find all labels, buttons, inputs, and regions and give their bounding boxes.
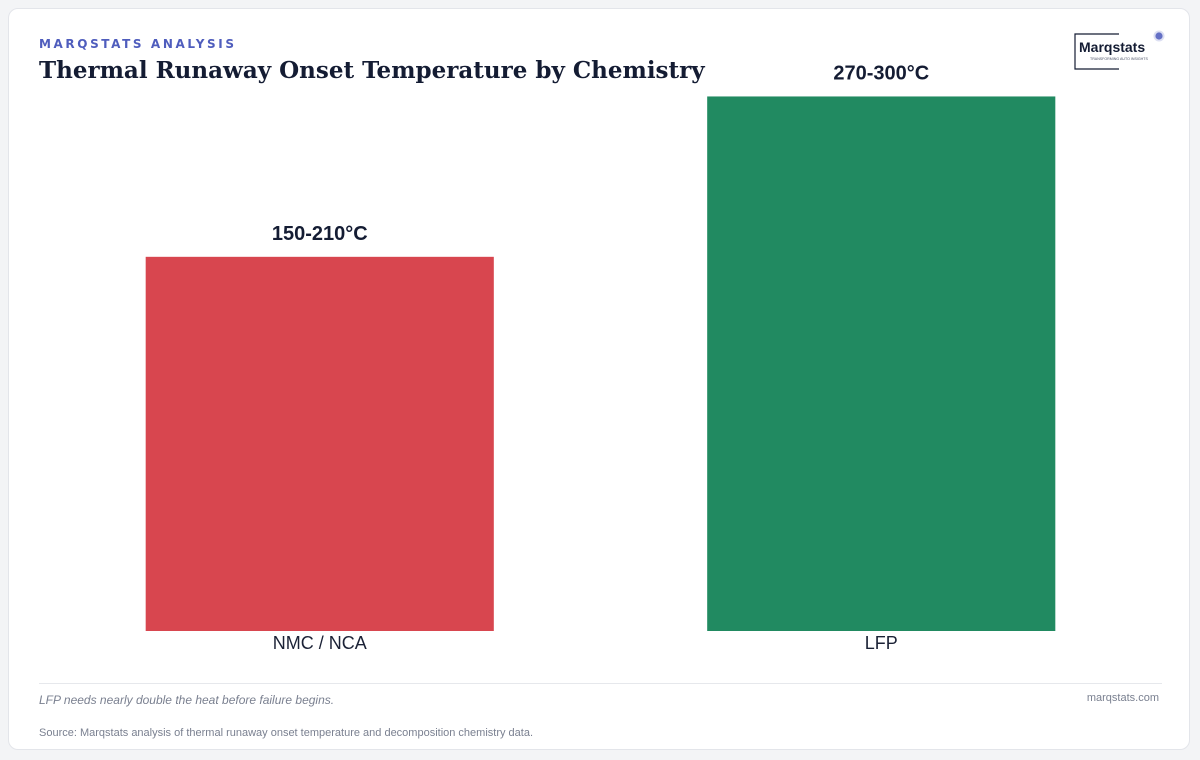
bar-chart: 150-210°C NMC / NCA 270-300°C LFP <box>145 62 1056 653</box>
data-label-1: 270-300°C <box>833 62 929 84</box>
bar-0 <box>145 256 494 631</box>
bar-1 <box>707 96 1056 632</box>
marqstats-logo: Marqstats TRANSFORMING AUTO INSIGHTS <box>1074 30 1165 70</box>
kicker-label: MARQSTATS ANALYSIS <box>39 37 237 51</box>
footer-divider <box>39 683 1162 684</box>
source-note: Source: Marqstats analysis of thermal ru… <box>39 727 534 739</box>
svg-text:TRANSFORMING AUTO INSIGHTS: TRANSFORMING AUTO INSIGHTS <box>1090 57 1148 61</box>
chart-title: Thermal Runaway Onset Temperature by Che… <box>39 57 705 84</box>
category-label-0: NMC / NCA <box>273 633 367 653</box>
footer-note: LFP needs nearly double the heat before … <box>39 693 335 707</box>
svg-text:Marqstats: Marqstats <box>1079 39 1145 55</box>
data-label-0: 150-210°C <box>272 223 368 245</box>
category-label-1: LFP <box>865 633 898 653</box>
chart-card: MARQSTATS ANALYSIS Thermal Runaway Onset… <box>8 8 1190 750</box>
site-link[interactable]: marqstats.com <box>1086 692 1159 704</box>
